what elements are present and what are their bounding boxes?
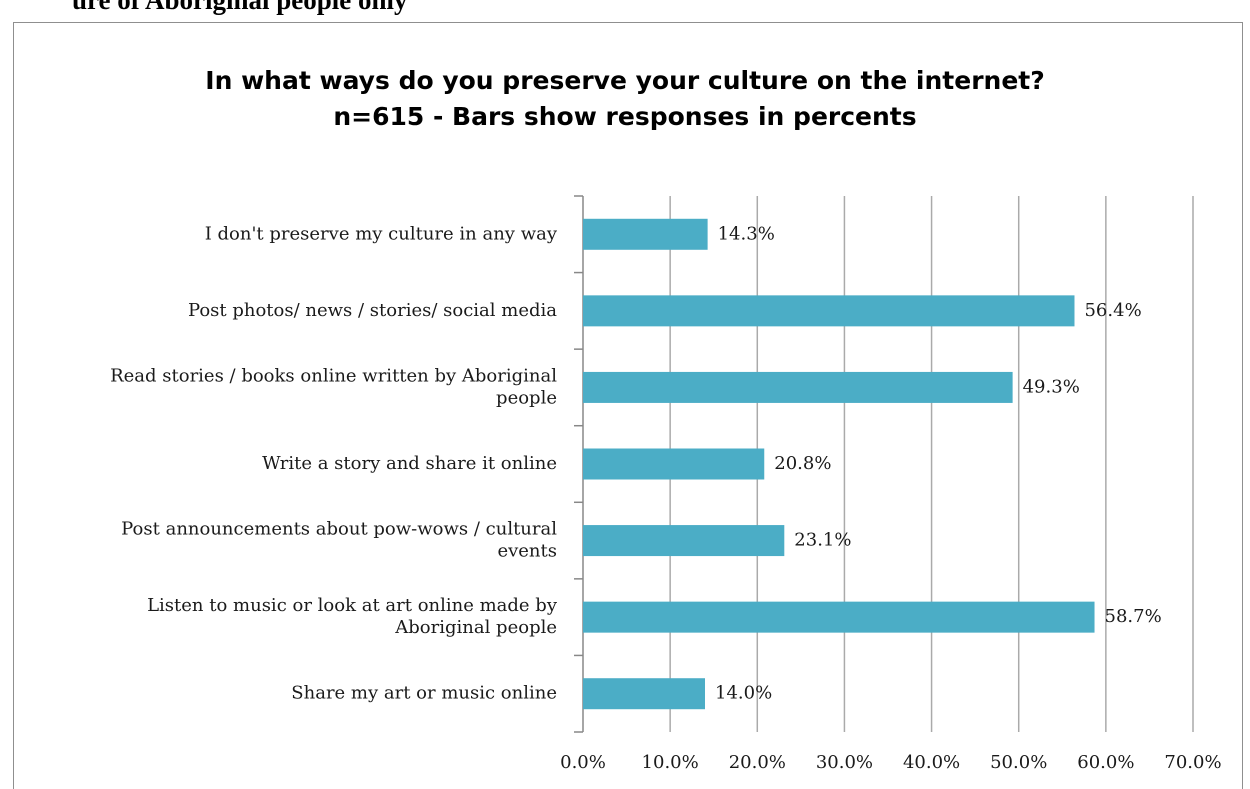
x-tick-label: 40.0% <box>903 752 960 773</box>
x-tick-label: 10.0% <box>642 752 699 773</box>
data-label: 56.4% <box>1084 300 1141 321</box>
x-tick-label: 60.0% <box>1077 752 1134 773</box>
bar <box>583 218 708 250</box>
x-tick-labels: 0.0% 10.0% 20.0% 30.0% 40.0% 50.0% 60.0% 70.0% <box>560 752 1221 773</box>
chart-title-line-2: n=615 - Bars show responses in percents <box>333 102 917 131</box>
data-label: 58.7% <box>1105 606 1162 627</box>
x-tick-label: 70.0% <box>1164 752 1221 773</box>
chart-title: In what ways do you preserve your cultur… <box>0 63 1250 135</box>
x-tick-label: 20.0% <box>729 752 786 773</box>
bar <box>583 295 1075 327</box>
category-label: Write a story and share it online <box>262 453 557 474</box>
x-tick-label: 30.0% <box>816 752 873 773</box>
category-label: Listen to music or look at art online ma… <box>147 595 558 616</box>
category-label: people <box>496 387 557 408</box>
category-label: Aboriginal people <box>394 617 557 638</box>
data-label: 23.1% <box>794 530 851 551</box>
bar <box>583 678 705 710</box>
category-label: events <box>497 541 557 562</box>
category-label: Share my art or music online <box>291 683 557 704</box>
data-labels: 14.3% 56.4% 49.3% 20.8% 23.1% 58.7% 14.0% <box>715 223 1162 703</box>
y-axis <box>574 195 584 733</box>
bar <box>583 371 1013 403</box>
category-labels: I don't preserve my culture in any way Po… <box>110 223 558 703</box>
category-label: I don't preserve my culture in any way <box>205 223 558 244</box>
data-label: 14.0% <box>715 683 772 704</box>
x-tick-label: 0.0% <box>560 752 606 773</box>
bar <box>583 601 1095 633</box>
data-label: 20.8% <box>774 453 831 474</box>
document-heading-fragment: ure of Aboriginal people only <box>72 0 408 15</box>
category-label: Read stories / books online written by A… <box>110 365 557 386</box>
data-label: 14.3% <box>718 223 775 244</box>
chart-frame <box>13 22 1243 789</box>
data-label: 49.3% <box>1023 376 1080 397</box>
category-label: Post announcements about pow-wows / cult… <box>121 519 557 540</box>
bar <box>583 525 785 557</box>
bar <box>583 448 765 480</box>
x-tick-label: 50.0% <box>990 752 1047 773</box>
category-label: Post photos/ news / stories/ social medi… <box>188 300 557 321</box>
bars <box>583 218 1095 710</box>
chart-title-line-1: In what ways do you preserve your cultur… <box>205 66 1045 95</box>
